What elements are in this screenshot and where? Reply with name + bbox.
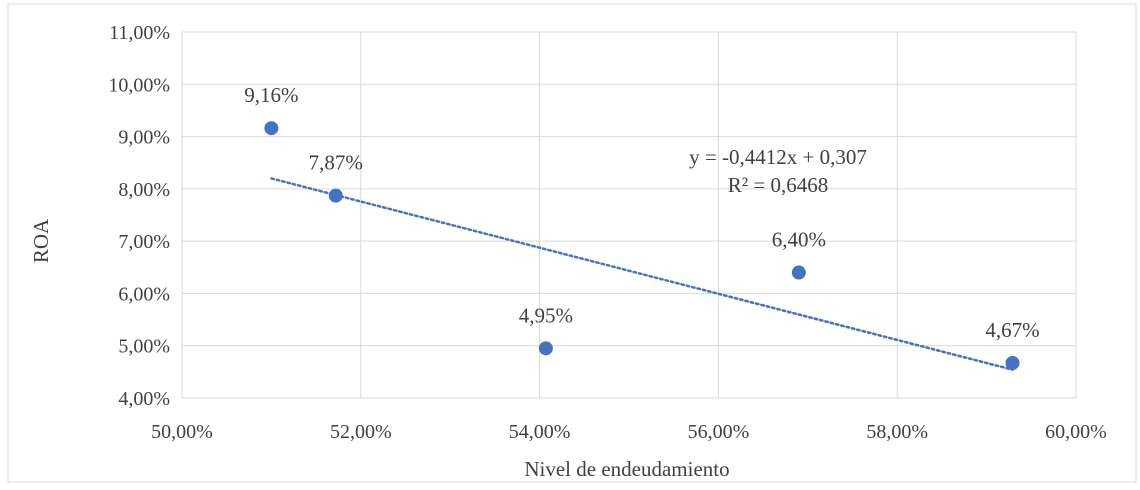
trendline-equation: y = -0,4412x + 0,307 — [689, 145, 867, 169]
x-axis-title: Nivel de endeudamiento — [524, 457, 729, 481]
tick-labels: 4,00% 5,00% 6,00% 7,00% 8,00% 9,00% 10,00% 11,0… — [108, 22, 1107, 443]
trendline-layer — [270, 177, 1014, 371]
x-tick-label: 52,00% — [330, 421, 392, 443]
chart-border — [7, 3, 1137, 483]
data-points — [264, 121, 1020, 370]
linear-trendline — [270, 177, 1014, 371]
data-labels: 9,16% 7,87% 4,95% 6,40% 4,67% — [244, 83, 1039, 342]
data-label: 4,67% — [985, 318, 1039, 342]
y-tick-label: 8,00% — [118, 179, 170, 201]
data-point — [538, 341, 553, 356]
data-point — [264, 121, 279, 136]
data-label: 9,16% — [244, 83, 298, 107]
x-tick-label: 60,00% — [1045, 421, 1107, 443]
data-point — [1005, 355, 1020, 370]
y-tick-label: 10,00% — [108, 74, 170, 96]
data-point — [328, 188, 343, 203]
data-point — [791, 265, 806, 280]
x-tick-label: 50,00% — [151, 421, 213, 443]
x-tick-label: 54,00% — [509, 421, 571, 443]
y-axis-title: ROA — [29, 218, 53, 263]
data-label: 7,87% — [309, 151, 363, 175]
y-tick-label: 9,00% — [118, 127, 170, 149]
gridlines — [181, 31, 1077, 399]
y-tick-label: 11,00% — [109, 22, 170, 44]
y-tick-label: 4,00% — [118, 388, 170, 410]
y-tick-label: 6,00% — [118, 283, 170, 305]
data-label: 4,95% — [519, 303, 573, 327]
x-tick-label: 58,00% — [866, 421, 928, 443]
trendline-r-squared: R² = 0,6468 — [728, 173, 828, 197]
x-tick-label: 56,00% — [688, 421, 750, 443]
data-label: 6,40% — [772, 228, 826, 252]
y-tick-label: 5,00% — [118, 336, 170, 358]
y-tick-label: 7,00% — [118, 231, 170, 253]
